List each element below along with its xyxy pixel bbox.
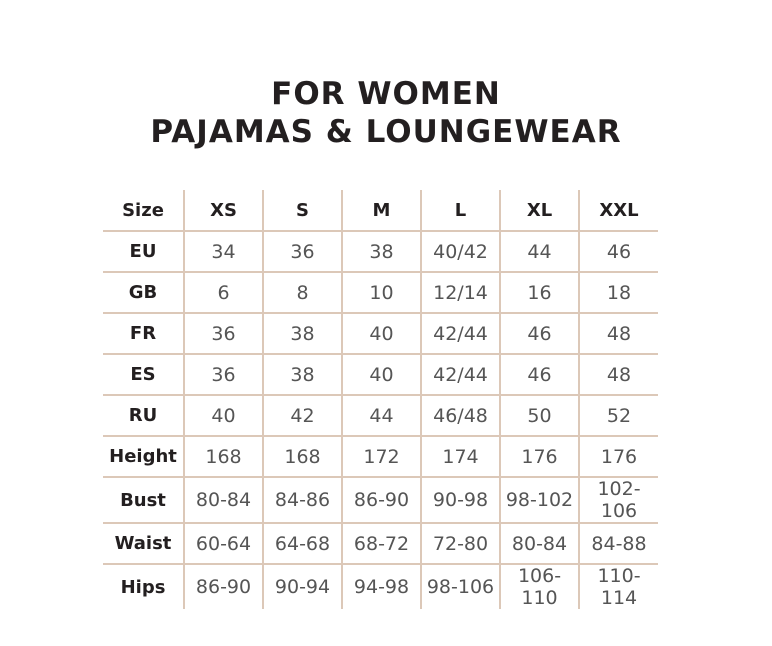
table-cell: 68-72	[341, 522, 421, 564]
table-cell: 110-114	[578, 563, 658, 609]
table-cell: 60-64	[183, 522, 263, 564]
table-row: Height 168 168 172 174 176 176	[103, 435, 658, 477]
table-row: ES 36 38 40 42/44 46 48	[103, 353, 658, 395]
table-cell: 84-88	[578, 522, 658, 564]
table-cell: 42/44	[420, 312, 500, 354]
column-header: XL	[499, 190, 579, 231]
row-label: Hips	[103, 563, 184, 609]
table-cell: 94-98	[341, 563, 421, 609]
table-cell: 98-102	[499, 476, 579, 523]
table-cell: 38	[262, 353, 342, 395]
row-label: ES	[103, 353, 184, 395]
table-cell: 40	[183, 394, 263, 436]
table-cell: 176	[499, 435, 579, 477]
table-cell: 86-90	[341, 476, 421, 523]
table-cell: 174	[420, 435, 500, 477]
table-row: RU 40 42 44 46/48 50 52	[103, 394, 658, 436]
table-row: Waist 60-64 64-68 68-72 72-80 80-84 84-88	[103, 522, 658, 564]
table-row: Hips 86-90 90-94 94-98 98-106 106-110 110-114	[103, 563, 658, 609]
table-cell: 52	[578, 394, 658, 436]
table-cell: 46	[499, 312, 579, 354]
column-header: M	[341, 190, 421, 231]
row-label: FR	[103, 312, 184, 354]
table-cell: 18	[578, 271, 658, 313]
table-cell: 36	[183, 353, 263, 395]
title-line-2: PAJAMAS & LOUNGEWEAR	[150, 114, 622, 150]
table-cell: 84-86	[262, 476, 342, 523]
table-cell: 50	[499, 394, 579, 436]
column-header: XXL	[578, 190, 658, 231]
table-cell: 46/48	[420, 394, 500, 436]
table-cell: 172	[341, 435, 421, 477]
row-label: Bust	[103, 476, 184, 523]
table-cell: 34	[183, 230, 263, 272]
table-cell: 36	[183, 312, 263, 354]
table-cell: 12/14	[420, 271, 500, 313]
table-cell: 72-80	[420, 522, 500, 564]
row-label: Waist	[103, 522, 184, 564]
table-cell: 44	[341, 394, 421, 436]
table-cell: 46	[578, 230, 658, 272]
table-cell: 42/44	[420, 353, 500, 395]
table-cell: 6	[183, 271, 263, 313]
table-cell: 46	[499, 353, 579, 395]
table-row: FR 36 38 40 42/44 46 48	[103, 312, 658, 354]
table-cell: 8	[262, 271, 342, 313]
column-header: L	[420, 190, 500, 231]
table-cell: 10	[341, 271, 421, 313]
table-cell: 106-110	[499, 563, 579, 609]
row-label: EU	[103, 230, 184, 272]
table-cell: 64-68	[262, 522, 342, 564]
table-cell: 36	[262, 230, 342, 272]
title-line-1: FOR WOMEN	[271, 76, 501, 112]
table-row: GB 6 8 10 12/14 16 18	[103, 271, 658, 313]
table-cell: 48	[578, 312, 658, 354]
column-header: S	[262, 190, 342, 231]
table-cell: 168	[183, 435, 263, 477]
row-label: RU	[103, 394, 184, 436]
table-cell: 40	[341, 312, 421, 354]
column-header: XS	[183, 190, 263, 231]
table-cell: 90-94	[262, 563, 342, 609]
table-cell: 168	[262, 435, 342, 477]
row-label: Height	[103, 435, 184, 477]
table-cell: 38	[262, 312, 342, 354]
table-cell: 90-98	[420, 476, 500, 523]
header-row: Size XS S M L XL XXL	[103, 190, 658, 231]
table-cell: 80-84	[499, 522, 579, 564]
table-cell: 42	[262, 394, 342, 436]
table-row: EU 34 36 38 40/42 44 46	[103, 230, 658, 272]
row-label: GB	[103, 271, 184, 313]
table-cell: 16	[499, 271, 579, 313]
table-cell: 176	[578, 435, 658, 477]
table-cell: 102-106	[578, 476, 658, 523]
size-chart-table: Size XS S M L XL XXL EU 34 36 38 40/42 44 46 GB 6 8 10 12/…	[103, 190, 658, 609]
table-cell: 86-90	[183, 563, 263, 609]
table-cell: 48	[578, 353, 658, 395]
table-cell: 98-106	[420, 563, 500, 609]
table-cell: 80-84	[183, 476, 263, 523]
table-cell: 44	[499, 230, 579, 272]
table-cell: 38	[341, 230, 421, 272]
column-header: Size	[122, 199, 164, 221]
table-row: Bust 80-84 84-86 86-90 90-98 98-102 102-106	[103, 476, 658, 523]
table-cell: 40/42	[420, 230, 500, 272]
table-cell: 40	[341, 353, 421, 395]
